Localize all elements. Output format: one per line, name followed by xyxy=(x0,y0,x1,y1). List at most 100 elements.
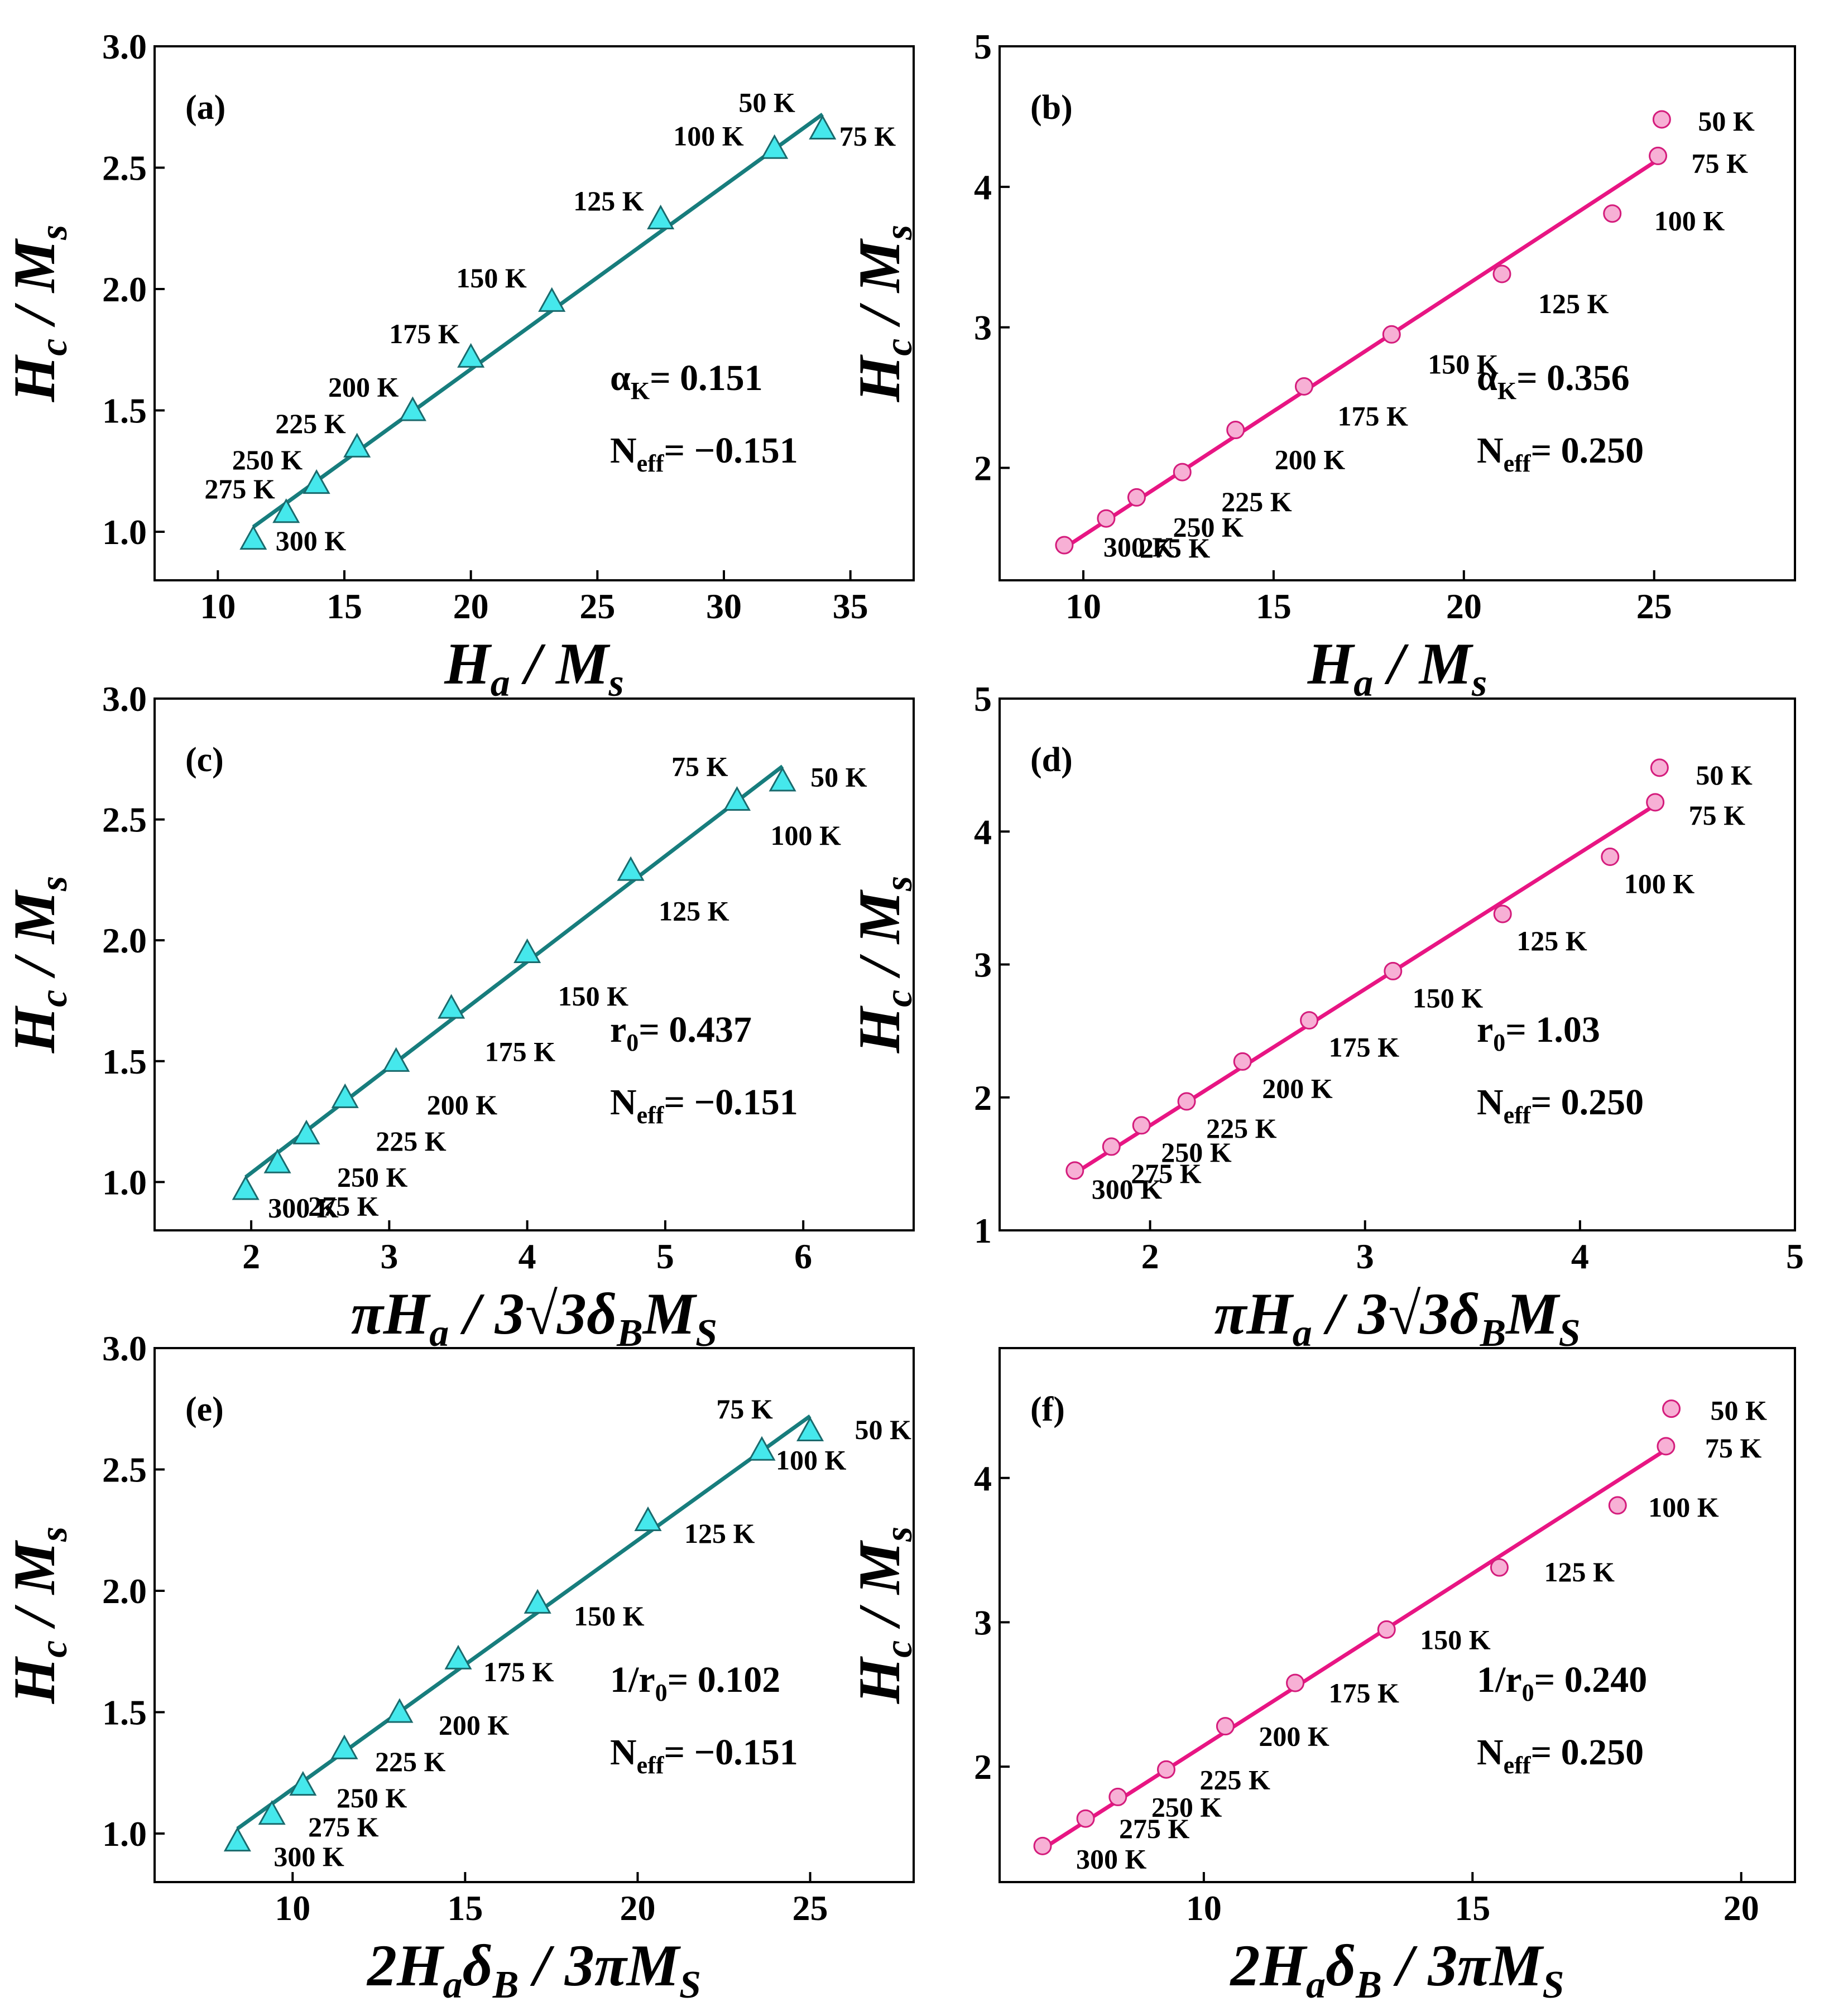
x-tick-label: 10 xyxy=(200,586,236,626)
x-tick-label: 6 xyxy=(794,1236,812,1276)
data-point-marker xyxy=(232,1175,260,1200)
y-tick-label: 4 xyxy=(974,167,992,207)
panel-b: 10 15 20 25 2 3 4 5 50 K 75 K 100 K 125 K 150 K 175 K… xyxy=(847,27,1796,705)
temperature-label: 75 K xyxy=(671,751,728,782)
plot-frame xyxy=(153,697,915,1231)
y-tick-label: 5 xyxy=(974,27,992,66)
data-point-marker xyxy=(438,994,465,1019)
data-point-marker xyxy=(1156,1760,1175,1779)
panel-d: 2 3 4 5 1 2 3 4 5 50 K 75 K 100 K 125 K 150 K 175 K 200… xyxy=(847,679,1804,1355)
temperature-label: 75 K xyxy=(1692,147,1749,179)
temperature-label: 50 K xyxy=(1698,105,1755,137)
temperature-label: 300 K xyxy=(1076,1843,1146,1874)
data-point-marker xyxy=(303,469,330,494)
data-point-marker xyxy=(1055,536,1074,555)
temperature-label: 150 K xyxy=(574,1600,645,1632)
fit-parameter-2: Neff= −0.151 xyxy=(610,430,798,477)
data-point-marker xyxy=(769,767,796,792)
fit-parameter-1: r0= 1.03 xyxy=(1477,1009,1600,1056)
temperature-label: 175 K xyxy=(389,318,460,349)
temperature-label: 275 K xyxy=(308,1811,379,1842)
data-point-marker xyxy=(809,114,837,139)
temperature-label: 100 K xyxy=(776,1445,847,1476)
temperature-label: 200 K xyxy=(1275,444,1346,475)
temperature-label: 225 K xyxy=(1221,486,1292,517)
temperature-label: 300 K xyxy=(276,525,347,556)
temperature-label: 300 K xyxy=(268,1192,339,1223)
data-point-marker xyxy=(1662,1399,1681,1418)
y-tick-label: 2.5 xyxy=(102,148,147,188)
data-point-marker xyxy=(343,432,371,458)
data-point-marker xyxy=(399,396,426,421)
y-tick-label: 2.0 xyxy=(102,1571,147,1611)
data-point-marker xyxy=(1382,325,1401,344)
y-tick-label: 2.5 xyxy=(102,1450,147,1490)
data-point-marker xyxy=(263,1148,291,1173)
y-tick-label: 1.0 xyxy=(102,512,147,552)
temperature-label: 100 K xyxy=(1624,868,1695,899)
panel-f: 10 15 20 2 3 4 50 K 75 K 100 K 125 K 150 K 175 K200… xyxy=(847,1347,1796,2007)
data-point-marker xyxy=(1300,1011,1319,1030)
temperature-label: 250 K xyxy=(1161,1137,1232,1168)
y-axis-title: Hc / Ms xyxy=(2,1527,75,1704)
temperature-label: 300 K xyxy=(1103,531,1174,562)
temperature-label: 100 K xyxy=(770,820,841,851)
temperature-label: 200 K xyxy=(439,1710,510,1741)
temperature-label: 200 K xyxy=(1262,1072,1333,1104)
temperature-label: 75 K xyxy=(1705,1432,1762,1464)
fit-parameter-1: 1/r0= 0.102 xyxy=(610,1659,780,1706)
temperature-label: 100 K xyxy=(673,121,744,152)
y-tick-label: 2 xyxy=(974,1078,992,1118)
temperature-label: 125 K xyxy=(573,185,644,216)
x-tick-label: 4 xyxy=(1571,1236,1589,1276)
temperature-label: 150 K xyxy=(1420,1624,1491,1655)
y-axis-title: Hc / Ms xyxy=(2,876,75,1053)
data-point-marker xyxy=(761,134,789,159)
data-point-marker xyxy=(634,1506,662,1531)
data-point-marker xyxy=(386,1698,414,1723)
plot-frame xyxy=(998,45,1796,581)
data-point-marker xyxy=(1384,961,1403,980)
fit-parameter-2: Neff= 0.250 xyxy=(1477,1082,1644,1129)
panel-label: (b) xyxy=(1030,89,1073,127)
temperature-label: 175 K xyxy=(1329,1032,1400,1063)
data-point-marker xyxy=(1033,1836,1052,1855)
x-tick-label: 3 xyxy=(380,1236,398,1276)
data-point-marker xyxy=(1108,1787,1127,1806)
data-point-marker xyxy=(1076,1809,1095,1828)
x-axis-title: πHa / 3√3δBMS xyxy=(351,1281,717,1355)
temperature-label: 250 K xyxy=(1173,511,1244,542)
y-tick-label: 5 xyxy=(974,679,992,719)
temperature-label: 250 K xyxy=(232,444,303,475)
data-point-marker xyxy=(289,1770,317,1796)
data-point-marker xyxy=(1603,204,1622,223)
x-tick-label: 30 xyxy=(706,586,742,626)
x-tick-label: 15 xyxy=(327,586,362,626)
data-point-marker xyxy=(382,1047,410,1072)
temperature-label: 175 K xyxy=(485,1036,556,1067)
data-point-marker xyxy=(1177,1092,1196,1111)
temperature-label: 150 K xyxy=(456,262,527,294)
fit-parameter-1: αK= 0.151 xyxy=(610,358,763,405)
temperature-label: 50 K xyxy=(855,1414,912,1445)
fit-parameter-2: Neff= 0.250 xyxy=(1477,430,1644,477)
y-axis-title: Hc / Ms xyxy=(847,876,920,1053)
temperature-label: 75 K xyxy=(716,1393,773,1425)
y-axis-title: Hc / Ms xyxy=(847,1527,920,1704)
plot-frame xyxy=(153,1347,915,1883)
x-axis-title: πHa / 3√3δBMS xyxy=(1214,1281,1580,1355)
temperature-label: 125 K xyxy=(1538,288,1609,319)
data-point-marker xyxy=(513,938,541,963)
fit-parameter-1: 1/r0= 0.240 xyxy=(1477,1659,1647,1706)
data-point-marker xyxy=(1649,146,1668,165)
y-tick-label: 2.0 xyxy=(102,270,147,309)
y-tick-label: 3.0 xyxy=(102,679,147,719)
x-tick-label: 15 xyxy=(447,1888,483,1928)
data-point-marker xyxy=(457,343,485,368)
x-tick-label: 25 xyxy=(579,586,615,626)
temperature-label: 300 K xyxy=(273,1841,344,1872)
data-point-marker xyxy=(1102,1137,1121,1156)
temperature-label: 125 K xyxy=(684,1518,755,1549)
data-point-marker xyxy=(1286,1673,1305,1692)
fit-parameter-1: αK= 0.356 xyxy=(1477,358,1630,405)
